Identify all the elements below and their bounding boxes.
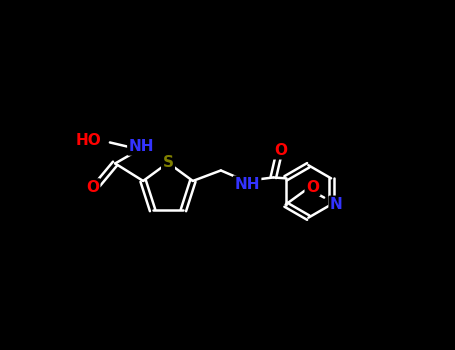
Text: NH: NH — [129, 139, 154, 154]
Text: O: O — [86, 180, 99, 195]
Text: S: S — [162, 155, 173, 170]
Text: HO: HO — [76, 133, 101, 148]
Text: O: O — [274, 143, 287, 158]
Text: NH: NH — [234, 177, 260, 192]
Text: N: N — [330, 197, 343, 212]
Text: O: O — [306, 180, 319, 195]
